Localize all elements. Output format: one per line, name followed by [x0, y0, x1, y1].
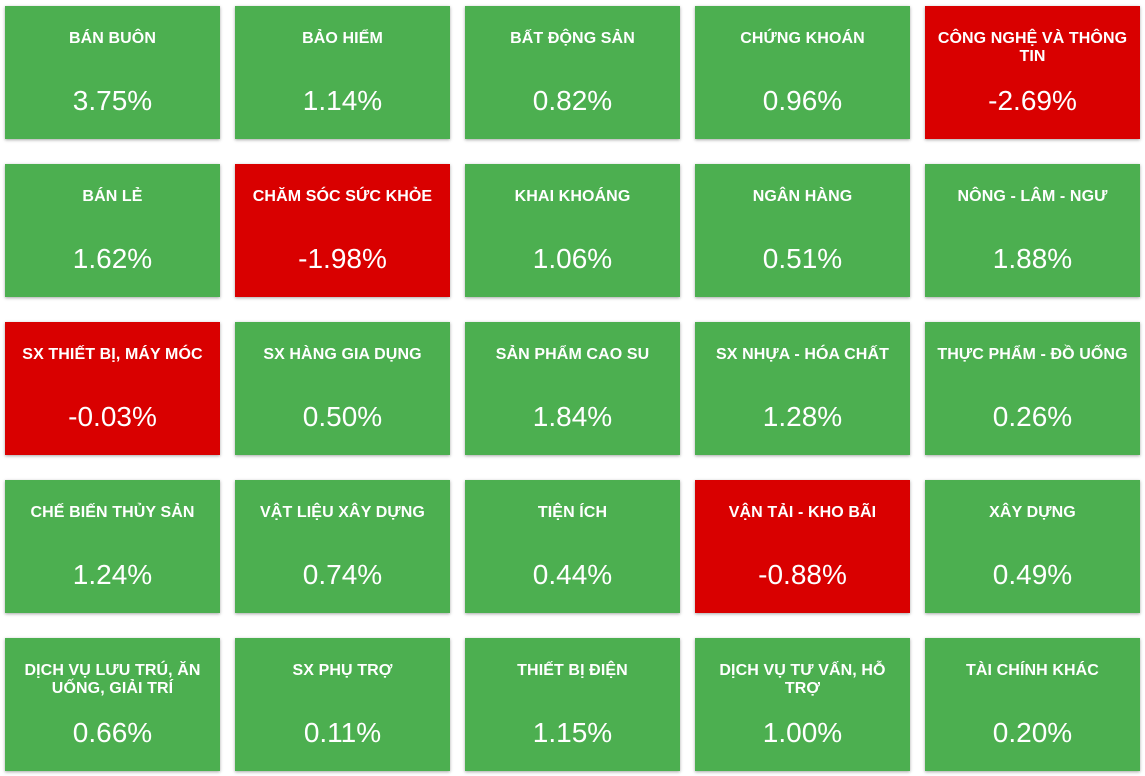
sector-tile[interactable]: VẬN TẢI - KHO BÃI -0.88% — [695, 480, 910, 613]
sector-name: TIỆN ÍCH — [537, 504, 608, 521]
sector-change-value: 0.50% — [302, 401, 383, 432]
sector-name: BÁN BUÔN — [68, 30, 157, 47]
sector-name: CHẾ BIẾN THỦY SẢN — [30, 504, 195, 521]
sector-name: SẢN PHẨM CAO SU — [495, 346, 650, 363]
sector-tile[interactable]: CHỨNG KHOÁN 0.96% — [695, 6, 910, 139]
sector-tile[interactable]: TIỆN ÍCH 0.44% — [465, 480, 680, 613]
sector-tile[interactable]: SẢN PHẨM CAO SU 1.84% — [465, 322, 680, 455]
sector-change-value: 1.28% — [762, 401, 843, 432]
sector-change-value: 0.11% — [303, 717, 382, 748]
sector-name: KHAI KHOÁNG — [514, 188, 631, 205]
sector-name: SX PHỤ TRỢ — [292, 662, 393, 679]
sector-change-value: -0.88% — [758, 559, 847, 590]
sector-change-value: 0.74% — [302, 559, 383, 590]
sector-heatmap: BÁN BUÔN 3.75% BẢO HIỂM 1.14% BẤT ĐỘNG SẢN 0.… — [5, 6, 1140, 771]
sector-name: BÁN LẺ — [82, 188, 143, 205]
sector-tile[interactable]: NGÂN HÀNG 0.51% — [695, 164, 910, 297]
sector-name: SX HÀNG GIA DỤNG — [263, 346, 422, 363]
sector-tile[interactable]: CÔNG NGHỆ VÀ THÔNG TIN -2.69% — [925, 6, 1140, 139]
sector-tile[interactable]: BÁN BUÔN 3.75% — [5, 6, 220, 139]
sector-change-value: 1.15% — [532, 717, 613, 748]
sector-name: THIẾT BỊ ĐIỆN — [517, 662, 628, 679]
sector-name: VẬT LIỆU XÂY DỰNG — [260, 504, 425, 521]
sector-change-value: -2.69% — [988, 85, 1077, 116]
sector-tile[interactable]: SX THIẾT BỊ, MÁY MÓC -0.03% — [5, 322, 220, 455]
sector-tile[interactable]: XÂY DỰNG 0.49% — [925, 480, 1140, 613]
sector-change-value: 1.14% — [302, 85, 383, 116]
sector-name: NÔNG - LÂM - NGƯ — [957, 188, 1108, 205]
sector-change-value: 1.00% — [762, 717, 843, 748]
sector-name: BẤT ĐỘNG SẢN — [510, 30, 635, 47]
sector-tile[interactable]: CHĂM SÓC SỨC KHỎE -1.98% — [235, 164, 450, 297]
sector-tile[interactable]: TÀI CHÍNH KHÁC 0.20% — [925, 638, 1140, 771]
sector-name: VẬN TẢI - KHO BÃI — [728, 504, 877, 521]
sector-name: DỊCH VỤ TƯ VẤN, HỖ TRỢ — [719, 662, 886, 697]
sector-change-value: 1.24% — [72, 559, 153, 590]
sector-name: XÂY DỰNG — [989, 504, 1076, 521]
sector-tile[interactable]: CHẾ BIẾN THỦY SẢN 1.24% — [5, 480, 220, 613]
sector-change-value: 0.82% — [532, 85, 613, 116]
sector-change-value: 0.20% — [992, 717, 1073, 748]
sector-change-value: 0.26% — [992, 401, 1073, 432]
sector-name: CHĂM SÓC SỨC KHỎE — [252, 188, 433, 205]
sector-name: CÔNG NGHỆ VÀ THÔNG TIN — [937, 30, 1128, 65]
sector-name: THỰC PHẨM - ĐỒ UỐNG — [937, 346, 1128, 363]
sector-tile[interactable]: KHAI KHOÁNG 1.06% — [465, 164, 680, 297]
sector-name: TÀI CHÍNH KHÁC — [966, 662, 1099, 679]
sector-change-value: 0.44% — [532, 559, 613, 590]
sector-tile[interactable]: THIẾT BỊ ĐIỆN 1.15% — [465, 638, 680, 771]
sector-name: SX NHỰA - HÓA CHẤT — [716, 346, 889, 363]
sector-change-value: 0.49% — [992, 559, 1073, 590]
sector-tile[interactable]: VẬT LIỆU XÂY DỰNG 0.74% — [235, 480, 450, 613]
sector-tile[interactable]: BẢO HIỂM 1.14% — [235, 6, 450, 139]
sector-name: BẢO HIỂM — [302, 30, 383, 47]
sector-tile[interactable]: BÁN LẺ 1.62% — [5, 164, 220, 297]
sector-change-value: 0.51% — [762, 243, 843, 274]
sector-name: NGÂN HÀNG — [752, 188, 853, 205]
sector-change-value: -0.03% — [68, 401, 157, 432]
sector-tile[interactable]: SX NHỰA - HÓA CHẤT 1.28% — [695, 322, 910, 455]
sector-tile[interactable]: DỊCH VỤ TƯ VẤN, HỖ TRỢ 1.00% — [695, 638, 910, 771]
sector-name: DỊCH VỤ LƯU TRÚ, ĂN UỐNG, GIẢI TRÍ — [24, 662, 201, 697]
sector-tile[interactable]: DỊCH VỤ LƯU TRÚ, ĂN UỐNG, GIẢI TRÍ 0.66% — [5, 638, 220, 771]
sector-tile[interactable]: THỰC PHẨM - ĐỒ UỐNG 0.26% — [925, 322, 1140, 455]
sector-change-value: 1.84% — [532, 401, 613, 432]
sector-change-value: -1.98% — [298, 243, 387, 274]
sector-tile[interactable]: SX PHỤ TRỢ 0.11% — [235, 638, 450, 771]
sector-change-value: 3.75% — [72, 85, 153, 116]
sector-tile[interactable]: BẤT ĐỘNG SẢN 0.82% — [465, 6, 680, 139]
sector-change-value: 0.66% — [72, 717, 153, 748]
sector-change-value: 1.88% — [992, 243, 1073, 274]
sector-change-value: 1.62% — [72, 243, 153, 274]
sector-change-value: 1.06% — [532, 243, 613, 274]
sector-tile[interactable]: NÔNG - LÂM - NGƯ 1.88% — [925, 164, 1140, 297]
sector-name: CHỨNG KHOÁN — [740, 30, 865, 47]
sector-name: SX THIẾT BỊ, MÁY MÓC — [22, 346, 203, 363]
sector-tile[interactable]: SX HÀNG GIA DỤNG 0.50% — [235, 322, 450, 455]
sector-change-value: 0.96% — [762, 85, 843, 116]
